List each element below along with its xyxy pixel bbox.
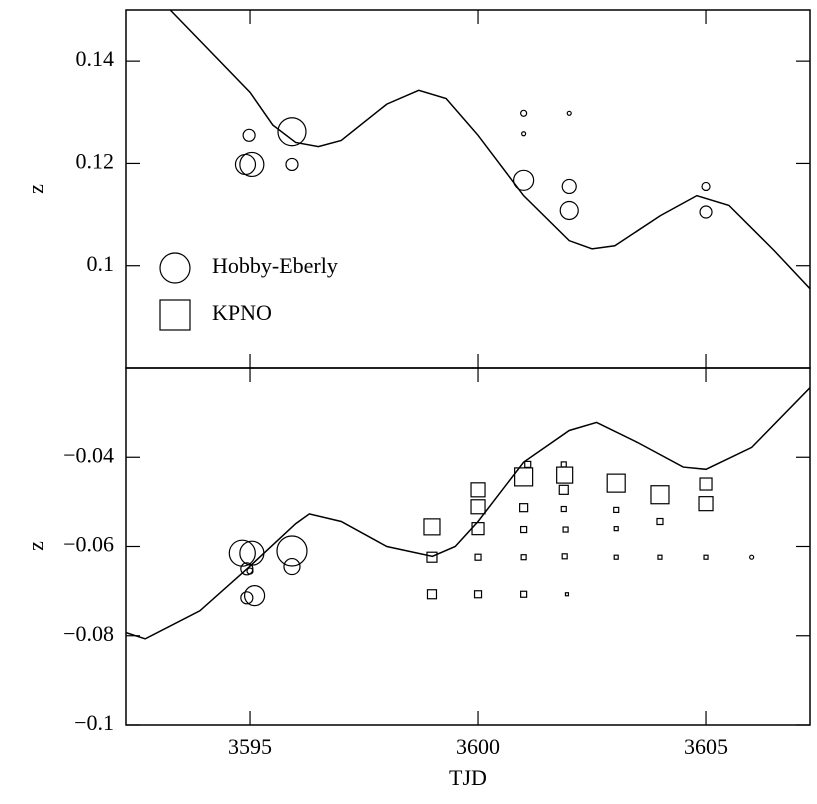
hobby-eberly-point [520, 109, 528, 117]
kpno-point [426, 551, 438, 563]
kpno-point [556, 466, 574, 484]
kpno-point [560, 461, 567, 468]
kpno-point [606, 473, 626, 493]
y-axis-label: z [23, 541, 48, 551]
kpno-point [650, 485, 670, 505]
plot-frame [125, 367, 811, 726]
kpno-point [656, 517, 664, 526]
hobby-eberly-point [239, 151, 265, 178]
kpno-point [470, 482, 486, 498]
y-tick-label: 0.14 [76, 46, 115, 71]
y-tick-label: 0.12 [76, 148, 115, 173]
kpno-point [564, 592, 570, 597]
plot-area [126, 387, 810, 640]
hobby-eberly-point [701, 181, 711, 192]
hobby-eberly-point [234, 153, 257, 176]
kpno-point [471, 522, 485, 536]
x-axis-label: TJD [449, 765, 487, 790]
kpno-point [561, 553, 568, 560]
kpno-point [613, 526, 619, 532]
kpno-point [423, 518, 441, 536]
legend-symbol [159, 252, 191, 284]
kpno-point [520, 554, 527, 561]
hobby-eberly-point [277, 117, 307, 147]
kpno-point [558, 484, 569, 495]
hobby-eberly-point [283, 557, 301, 576]
kpno-point [613, 554, 619, 560]
hobby-eberly-point [699, 205, 713, 219]
hobby-eberly-point [285, 157, 299, 172]
kpno-point [520, 590, 528, 598]
kpno-point [613, 506, 620, 514]
plot-area [169, 10, 810, 290]
kpno-point [474, 553, 482, 561]
y-tick-label: −0.04 [63, 442, 114, 467]
legend-label: KPNO [212, 300, 272, 325]
kpno-point [426, 589, 438, 600]
kpno-point [473, 590, 483, 599]
hobby-eberly-point [566, 110, 572, 116]
hobby-eberly-point [513, 169, 535, 191]
hobby-eberly-point [228, 539, 256, 567]
y-tick-label: −0.06 [63, 532, 114, 557]
y-tick-label: −0.08 [63, 621, 114, 646]
kpno-point [698, 496, 714, 512]
kpno-point [657, 554, 663, 560]
hobby-eberly-point [559, 200, 579, 221]
hobby-eberly-point [561, 178, 577, 195]
kpno-point [519, 503, 529, 513]
hobby-eberly-point [240, 591, 254, 605]
kpno-point [524, 460, 532, 468]
x-tick-label: 3600 [456, 734, 500, 759]
kpno-point [562, 526, 569, 533]
y-tick-label: −0.1 [74, 710, 114, 735]
kpno-point [520, 525, 528, 534]
legend-symbol [159, 299, 191, 331]
model-curve [169, 10, 810, 290]
kpno-point [699, 477, 713, 491]
hobby-eberly-point [243, 584, 266, 607]
kpno-point [703, 554, 709, 560]
y-axis-label: z [23, 184, 48, 194]
kpno-point [470, 499, 486, 515]
hobby-eberly-point [242, 128, 256, 142]
legend-label: Hobby-Eberly [212, 253, 338, 278]
hobby-eberly-point [276, 535, 308, 567]
kpno-point [514, 467, 534, 487]
x-tick-label: 3595 [228, 734, 272, 759]
hobby-eberly-point [521, 131, 527, 137]
kpno-point [560, 505, 567, 513]
hobby-eberly-point [749, 554, 755, 560]
y-tick-label: 0.1 [87, 251, 115, 276]
hobby-eberly-point [246, 567, 254, 575]
model-curve [126, 387, 810, 640]
x-tick-label: 3605 [684, 734, 728, 759]
